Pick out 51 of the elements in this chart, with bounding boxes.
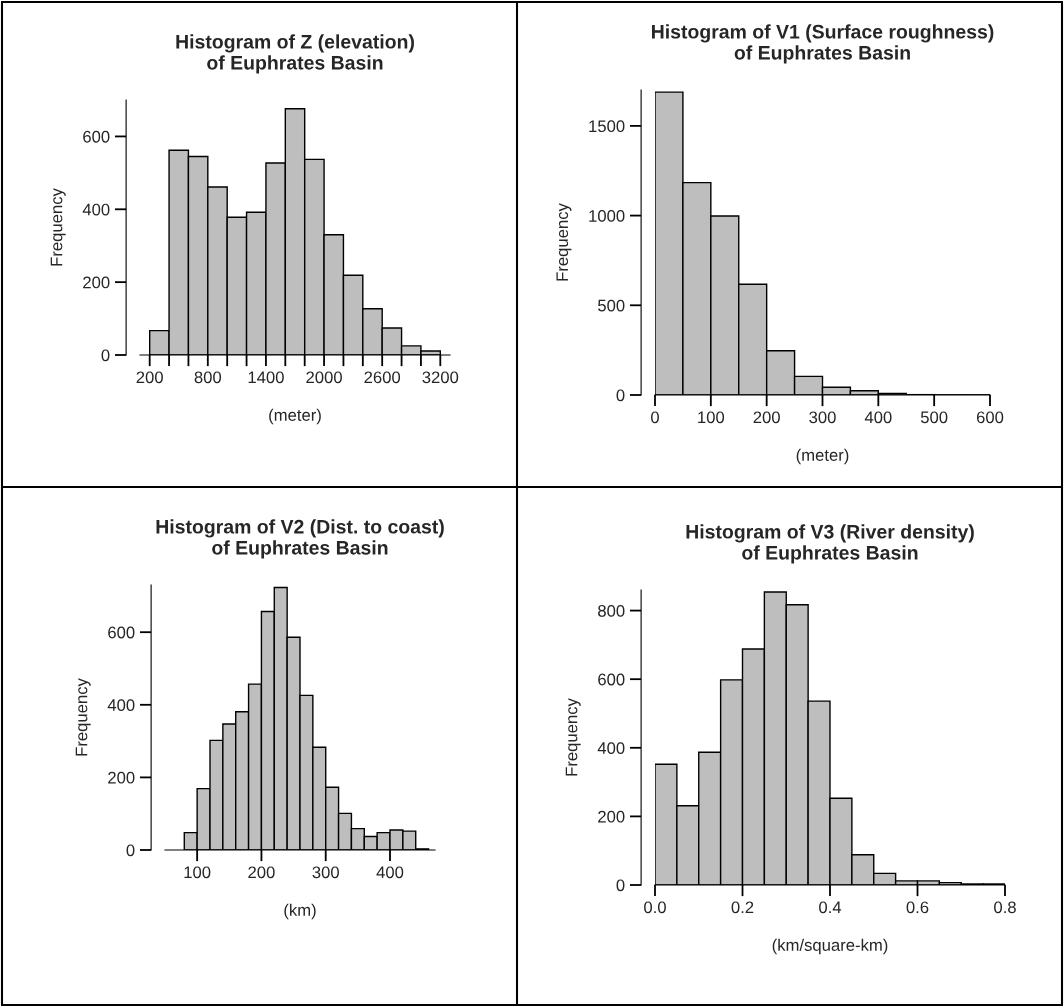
x-tick-label: 400 bbox=[376, 866, 404, 879]
x-tick-label: 1400 bbox=[248, 371, 284, 384]
y-tick-label: 0 bbox=[126, 844, 135, 857]
x-tick-label: 0.4 bbox=[819, 901, 842, 914]
chart-title: Histogram of V1 (Surface roughness) of Euphrates Basin bbox=[652, 24, 994, 64]
y-tick-label: 1500 bbox=[589, 120, 625, 133]
y-axis-title: Frequency bbox=[75, 678, 91, 756]
y-tick-label: 200 bbox=[83, 276, 110, 289]
y-tick-label: 800 bbox=[598, 604, 625, 617]
x-tick-label: 100 bbox=[698, 411, 725, 424]
y-axis-title: Frequency bbox=[50, 188, 66, 266]
x-tick-label: 300 bbox=[312, 866, 339, 879]
y-tick-label: 600 bbox=[83, 130, 110, 143]
x-tick-label: 600 bbox=[976, 411, 1004, 424]
x-tick-label: 400 bbox=[864, 411, 892, 424]
x-tick-label: 800 bbox=[194, 371, 222, 384]
x-axis-title: (meter) bbox=[269, 408, 321, 425]
y-tick-label: 0 bbox=[101, 349, 110, 362]
x-tick-label: 0.0 bbox=[644, 901, 666, 914]
chart-title: Histogram of V2 (Dist. to coast) of Euphrates Basin bbox=[156, 519, 444, 559]
y-tick-label: 200 bbox=[598, 810, 625, 823]
x-axis-title: (meter) bbox=[796, 448, 849, 465]
chart-title: Histogram of Z (elevation) of Euphrates Basin bbox=[176, 34, 414, 74]
y-axis-title: Frequency bbox=[565, 698, 581, 776]
x-tick-label: 500 bbox=[920, 411, 948, 424]
chart-title: Histogram of V3 (River density) of Euphrates Basin bbox=[686, 524, 974, 564]
y-tick-label: 1000 bbox=[589, 209, 625, 222]
x-tick-label: 0 bbox=[651, 411, 659, 424]
y-tick-label: 0 bbox=[616, 389, 625, 402]
y-tick-label: 400 bbox=[597, 742, 625, 754]
x-tick-label: 200 bbox=[753, 411, 780, 424]
x-tick-label: 200 bbox=[248, 866, 275, 879]
x-tick-label: 3200 bbox=[422, 371, 459, 384]
x-tick-label: 300 bbox=[809, 411, 836, 424]
y-axis-title: Frequency bbox=[556, 203, 572, 281]
y-tick-label: 500 bbox=[598, 299, 625, 312]
y-tick-label: 0 bbox=[616, 879, 625, 892]
x-tick-label: 0.6 bbox=[906, 901, 929, 914]
x-tick-label: 2600 bbox=[364, 371, 401, 384]
x-axis-title: (km) bbox=[284, 903, 316, 920]
x-tick-label: 2000 bbox=[306, 371, 342, 384]
x-axis-title: (km/square-km) bbox=[772, 938, 888, 955]
x-tick-label: 100 bbox=[184, 866, 211, 879]
y-tick-label: 200 bbox=[108, 771, 135, 784]
x-tick-label: 0.2 bbox=[731, 901, 754, 914]
y-tick-label: 600 bbox=[108, 626, 135, 639]
y-tick-label: 600 bbox=[598, 673, 625, 686]
x-tick-label: 200 bbox=[136, 371, 163, 384]
y-tick-label: 400 bbox=[82, 203, 110, 216]
x-tick-label: 0.8 bbox=[994, 901, 1016, 914]
y-tick-label: 400 bbox=[107, 699, 135, 711]
